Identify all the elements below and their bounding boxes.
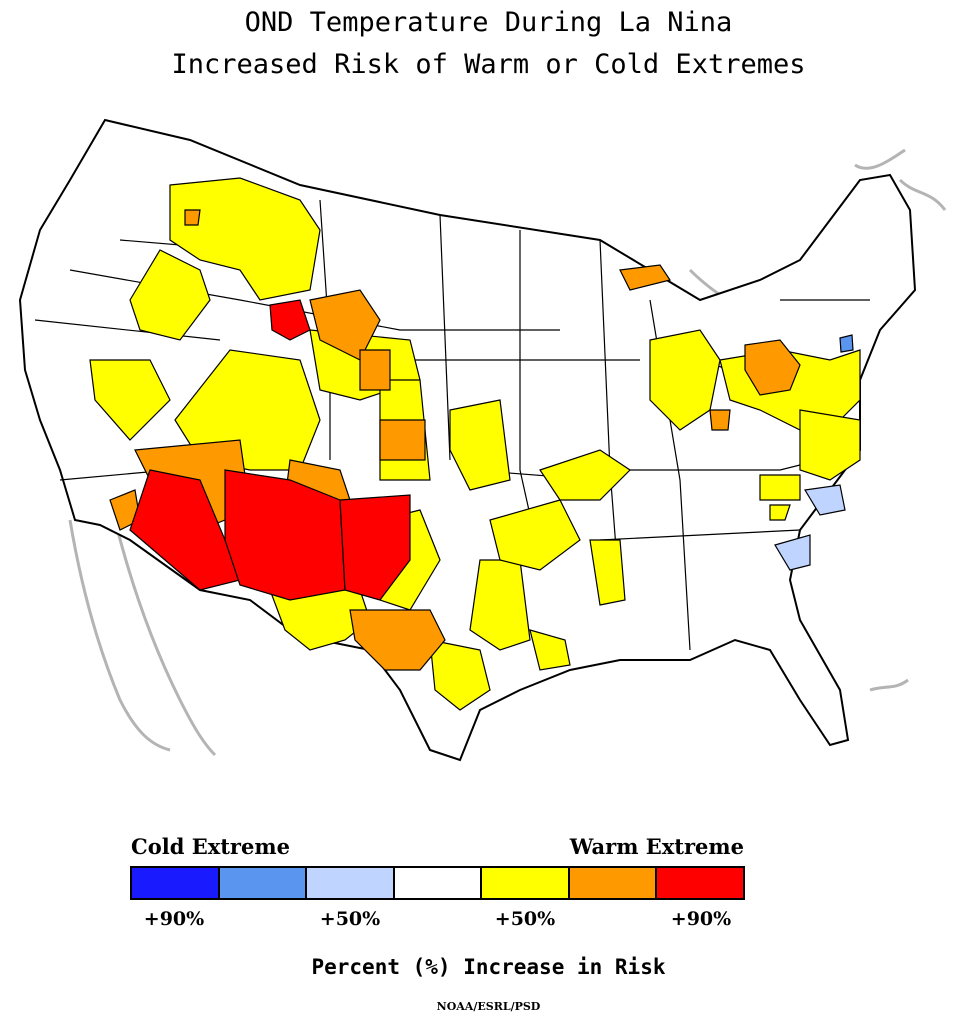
- swatch-warm-70: [569, 868, 658, 898]
- legend-cold-extreme-label: Cold Extreme: [131, 834, 290, 859]
- division-warm-90: [224, 469, 346, 601]
- legend-colorbar: [130, 866, 745, 900]
- division-cold-50: [804, 484, 846, 516]
- us-climate-division-map: [18, 118, 947, 762]
- division-cold-70: [839, 334, 854, 353]
- warm-50-divisions: [89, 177, 861, 711]
- division-warm-50: [89, 359, 171, 441]
- division-warm-70: [744, 339, 801, 396]
- legend-warm-extreme-label: Warm Extreme: [569, 834, 744, 859]
- division-warm-70: [619, 264, 671, 291]
- division-warm-50: [449, 399, 511, 491]
- division-warm-50: [489, 499, 581, 571]
- swatch-cold-90: [132, 868, 220, 898]
- division-warm-50: [799, 409, 861, 481]
- division-warm-50: [539, 449, 631, 501]
- division-warm-90: [269, 299, 311, 341]
- division-warm-70: [309, 289, 381, 361]
- swatch-cold-50: [307, 868, 395, 898]
- legend-axis-title: Percent (%) Increase in Risk: [311, 955, 666, 979]
- legend-tick-warm-90: +90%: [670, 908, 732, 930]
- cold-50-divisions: [774, 484, 846, 571]
- division-warm-70: [379, 419, 426, 461]
- mexico-west-coastline: [113, 519, 217, 757]
- division-warm-50: [759, 474, 801, 501]
- division-warm-70: [709, 409, 731, 431]
- division-cold-50: [774, 534, 811, 571]
- credit-text: NOAA/ESRL/PSD: [436, 1000, 541, 1013]
- swatch-warm-50: [482, 868, 570, 898]
- bahamas-outline: [869, 678, 909, 692]
- division-warm-50: [769, 504, 791, 521]
- division-warm-50: [589, 539, 626, 606]
- division-warm-90: [339, 494, 411, 601]
- legend-tick-warm-50: +50%: [494, 908, 556, 930]
- map-title-line-1: OND Temperature During La Nina: [244, 7, 733, 38]
- canada-maritime-coastline: [854, 148, 947, 211]
- division-warm-70: [349, 609, 446, 671]
- division-warm-50: [529, 629, 571, 671]
- cold-70-divisions: [839, 334, 854, 353]
- baja-coastline: [68, 519, 171, 752]
- map-title-line-2: Increased Risk of Warm or Cold Extremes: [171, 49, 806, 80]
- warm-90-divisions: [129, 299, 411, 601]
- division-warm-50: [169, 177, 321, 301]
- swatch-warm-90: [657, 868, 744, 898]
- division-warm-70: [359, 349, 391, 391]
- division-warm-50: [129, 249, 211, 341]
- division-warm-70: [184, 209, 201, 226]
- legend-tick-cold-90: +90%: [143, 908, 205, 930]
- swatch-neutral: [394, 868, 483, 898]
- swatch-cold-70: [219, 868, 308, 898]
- legend-tick-cold-50: +50%: [319, 908, 381, 930]
- division-warm-50: [429, 639, 491, 711]
- division-warm-50: [469, 559, 531, 651]
